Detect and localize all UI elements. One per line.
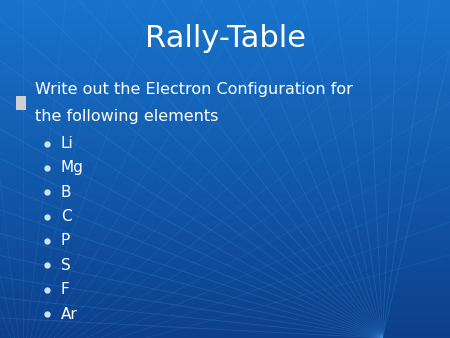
- Text: S: S: [61, 258, 71, 273]
- Text: Write out the Electron Configuration for: Write out the Electron Configuration for: [35, 82, 352, 97]
- Text: Ar: Ar: [61, 307, 77, 321]
- Text: Li: Li: [61, 136, 73, 151]
- Text: F: F: [61, 282, 69, 297]
- Text: C: C: [61, 209, 72, 224]
- Text: Mg: Mg: [61, 161, 84, 175]
- Text: P: P: [61, 234, 70, 248]
- Text: the following elements: the following elements: [35, 109, 218, 124]
- FancyBboxPatch shape: [16, 96, 26, 110]
- Text: B: B: [61, 185, 71, 200]
- Text: Rally-Table: Rally-Table: [144, 24, 306, 53]
